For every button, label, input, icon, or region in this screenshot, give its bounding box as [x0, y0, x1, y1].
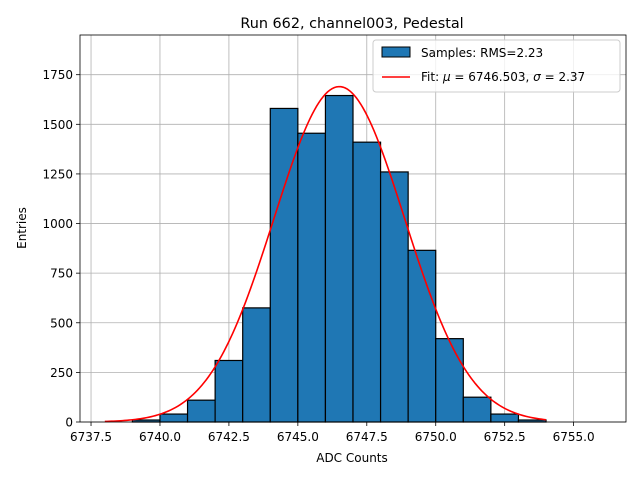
y-tick-label-1: 250: [50, 366, 73, 380]
histogram-bar-9: [352, 141, 382, 423]
fit-curve: [104, 85, 547, 423]
y-tick-label-7: 1750: [42, 68, 73, 82]
chart-title: Run 662, channel003, Pedestal: [240, 16, 463, 32]
legend-fit-mu-symbol: μ: [442, 70, 451, 84]
y-tick-label-6: 1500: [42, 118, 73, 132]
histogram-bar-5: [242, 307, 271, 423]
legend-fit-prefix: Fit:: [421, 70, 443, 84]
y-axis-ticks: 0 250 500 750 1000 1250 1500 1750: [42, 68, 80, 430]
histogram-bar-4: [214, 359, 244, 423]
histogram-bar-12: [435, 338, 464, 423]
x-axis-ticks: 6737.5 6740.0 6742.5 6745.0 6747.5 6750.0 6752…: [70, 422, 595, 444]
histogram-bar-7: [297, 132, 327, 423]
histogram-bar-13: [462, 396, 492, 423]
legend-fit-sigma-text: = 2.37: [541, 70, 585, 84]
y-tick-label-5: 1250: [42, 167, 73, 181]
x-tick-label-5: 6750.0: [415, 430, 457, 444]
legend-fit-mu-text: = 6746.503,: [451, 70, 534, 84]
histogram-bar-11: [407, 249, 437, 423]
x-tick-label-3: 6745.0: [277, 430, 319, 444]
y-tick-label-0: 0: [65, 416, 73, 430]
x-tick-label-6: 6752.5: [484, 430, 526, 444]
plot-frame: [79, 34, 627, 423]
y-axis-label: Entries: [15, 207, 29, 249]
histogram-bar-8: [324, 94, 354, 423]
histogram-bars: [131, 94, 547, 423]
x-tick-label-1: 6740.0: [139, 430, 181, 444]
histogram-bar-6: [269, 107, 299, 423]
legend: Samples: RMS=2.23 Fit: μ = 6746.503, σ =…: [372, 39, 621, 93]
legend-fit-sigma-symbol: σ: [533, 70, 541, 84]
y-tick-label-4: 1000: [42, 217, 73, 231]
y-tick-label-3: 750: [50, 267, 73, 281]
x-tick-label-2: 6742.5: [208, 430, 250, 444]
legend-samples-swatch: [381, 46, 411, 58]
y-tick-label-2: 500: [50, 316, 73, 330]
histogram-bar-14: [490, 413, 520, 423]
histogram-bar-10: [379, 171, 409, 423]
histogram-bar-2: [159, 413, 189, 423]
legend-samples-label: Samples: RMS=2.23: [421, 46, 543, 60]
x-tick-label-0: 6737.5: [70, 430, 112, 444]
x-tick-label-4: 6747.5: [346, 430, 388, 444]
histogram-bar-3: [186, 399, 216, 423]
legend-frame: [372, 39, 621, 93]
legend-fit-label: Fit: μ = 6746.503, σ = 2.37: [421, 70, 585, 84]
x-tick-label-7: 6755.0: [553, 430, 595, 444]
x-axis-label: ADC Counts: [316, 451, 388, 465]
